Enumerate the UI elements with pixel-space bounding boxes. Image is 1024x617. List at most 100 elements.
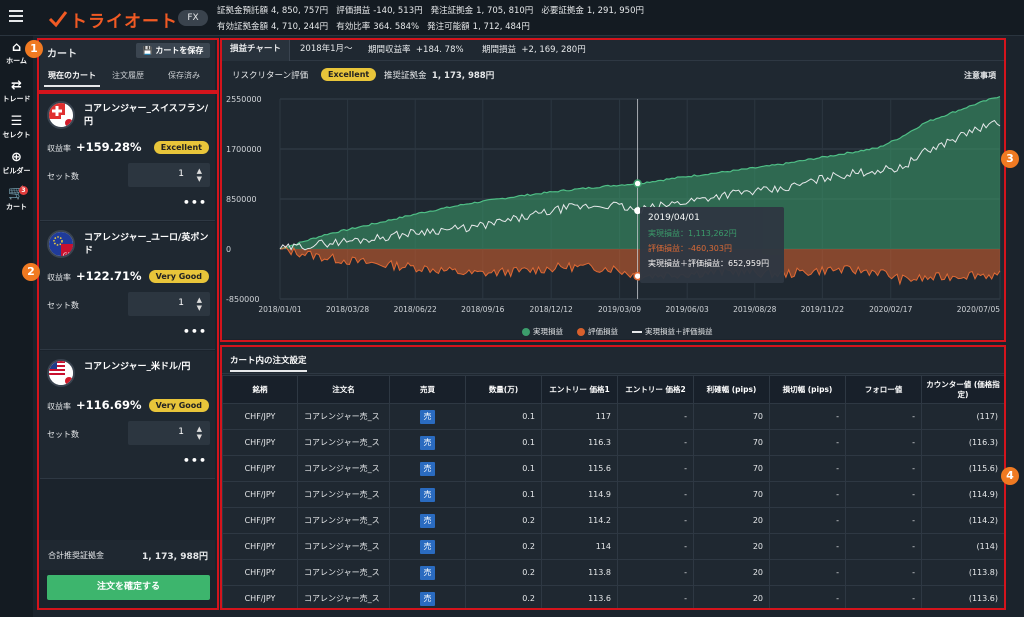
strategy-name[interactable]: コアレンジャー_スイスフラン/円 xyxy=(84,104,209,127)
table-cell: - xyxy=(845,559,922,586)
period-return: 期間収益率 +184. 78% xyxy=(368,45,464,55)
eur-gbp-flag-icon: GBP xyxy=(47,230,75,258)
tab-pnl-chart[interactable]: 損益チャート xyxy=(222,39,290,61)
tab-order-history[interactable]: 注文履歴 xyxy=(112,71,144,80)
x-tick-label: 2019/11/22 xyxy=(801,305,844,314)
legend-unrealized[interactable]: 評価損益 xyxy=(577,326,618,337)
nav-trade[interactable]: ⇄ トレード xyxy=(0,78,33,104)
legend-realized[interactable]: 実現損益 xyxy=(522,326,563,337)
set-count-stepper[interactable]: 1 ▲ ▼ xyxy=(128,421,210,445)
nav-home[interactable]: ⌂ ホーム xyxy=(0,40,33,66)
table-cell: 20 xyxy=(693,559,770,586)
table-row[interactable]: CHF/JPY コアレンジャー売_ス売 0.2 113.8-20- - (113.8) xyxy=(222,559,1004,586)
table-cell: CHF/JPY xyxy=(222,429,298,456)
table-row[interactable]: CHF/JPY コアレンジャー売_ス売 0.2 114.2-20- - (114.2) xyxy=(222,507,1004,534)
home-icon: ⌂ xyxy=(11,40,22,55)
more-options-icon[interactable]: ••• xyxy=(182,454,207,467)
strategy-card[interactable]: コアレンジャー_スイスフラン/円 収益率 +159.28% Excellent … xyxy=(40,93,215,221)
stepper-arrows-icon[interactable]: ▲ ▼ xyxy=(196,167,202,183)
table-row[interactable]: CHF/JPY コアレンジャー売_ス売 0.2 114-20- - (114) xyxy=(222,533,1004,560)
column-header: エントリー 価格1 xyxy=(541,375,618,404)
table-cell: 70 xyxy=(693,429,770,456)
table-cell: - xyxy=(769,403,846,430)
table-cell: コアレンジャー売_ス xyxy=(297,585,390,608)
nav-label: カート xyxy=(6,203,27,211)
set-count-stepper[interactable]: 1 ▲ ▼ xyxy=(128,163,210,187)
sell-badge: 売 xyxy=(420,435,435,450)
set-count-value: 1 xyxy=(178,427,184,437)
table-cell: CHF/JPY xyxy=(222,559,298,586)
table-cell: 113.8 xyxy=(541,559,618,586)
table-row[interactable]: CHF/JPY コアレンジャー売_ス売 0.1 114.9-70- - (114.9) xyxy=(222,481,1004,508)
select-icon: ☰ xyxy=(10,114,23,129)
period-selector[interactable]: 2018年1月～ xyxy=(300,44,353,54)
stepper-arrows-icon[interactable]: ▲ ▼ xyxy=(196,296,202,312)
orders-title[interactable]: カート内の注文設定 xyxy=(230,354,307,372)
cart-count-badge: 3 xyxy=(19,186,28,195)
top-bar: トライオート FX 証拠金預託額 4, 850, 757円 評価損益 -140, 5… xyxy=(0,0,1024,36)
table-cell: - xyxy=(769,533,846,560)
table-row[interactable]: CHF/JPY コアレンジャー売_ス売 0.1 117-70- - (117) xyxy=(222,403,1004,430)
hamburger-menu-icon[interactable] xyxy=(9,10,23,22)
annotation-number: 3 xyxy=(1001,150,1019,168)
tab-current-cart[interactable]: 現在のカート xyxy=(44,67,100,87)
tooltip-realized: 実現損益：1,113,262円 xyxy=(648,229,737,238)
risk-label: リスクリターン評価 xyxy=(232,71,309,81)
table-cell: (113.6) xyxy=(921,585,1004,608)
account-item: 評価損益 -140, 513円 xyxy=(336,6,423,16)
y-tick-label: 0 xyxy=(226,245,231,254)
column-header: 損切幅 (pips) xyxy=(769,375,846,404)
table-cell: - xyxy=(617,585,694,608)
nav-select[interactable]: ☰ セレクト xyxy=(0,114,33,140)
column-header: フォロー値 xyxy=(845,375,922,404)
table-cell: 20 xyxy=(693,507,770,534)
column-header: 利確幅 (pips) xyxy=(693,375,770,404)
rating-badge: Excellent xyxy=(153,141,209,154)
column-header: 注文名 xyxy=(297,375,390,404)
notice-link[interactable]: 注意事項 xyxy=(964,71,996,80)
set-count-stepper[interactable]: 1 ▲ ▼ xyxy=(128,292,210,316)
more-options-icon[interactable]: ••• xyxy=(182,325,207,338)
nav-cart[interactable]: 🛒 3 カート xyxy=(0,186,33,212)
table-cell: (114.2) xyxy=(921,507,1004,534)
sell-badge: 売 xyxy=(420,565,435,580)
legend-total[interactable]: 実現損益＋評価損益 xyxy=(632,326,713,337)
table-cell: 売 xyxy=(389,533,466,560)
table-cell: 0.2 xyxy=(465,507,542,534)
table-cell: CHF/JPY xyxy=(222,403,298,430)
table-cell: - xyxy=(769,481,846,508)
confirm-order-button[interactable]: 注文を確定する xyxy=(47,575,210,600)
total-margin-label: 合計推奨証拠金 xyxy=(48,551,104,560)
chart-legend: 実現損益 評価損益 実現損益＋評価損益 xyxy=(522,326,713,337)
stepper-arrows-icon[interactable]: ▲ ▼ xyxy=(196,425,202,441)
table-cell: コアレンジャー売_ス xyxy=(297,507,390,534)
sell-badge: 売 xyxy=(420,461,435,476)
tab-saved[interactable]: 保存済み xyxy=(168,71,200,80)
table-row[interactable]: CHF/JPY コアレンジャー売_ス売 0.2 113.6-20- - (113.6) xyxy=(222,585,1004,608)
return-label: 収益率 xyxy=(47,144,71,153)
save-cart-button[interactable]: 💾 カートを保存 xyxy=(136,43,210,58)
account-summary-row2: 有効証拠金額 4, 710, 244円 有効比率 364. 584% 発注可能額 1,… xyxy=(217,20,530,32)
product-badge[interactable]: FX xyxy=(178,10,208,26)
table-cell: 売 xyxy=(389,507,466,534)
table-cell: 115.6 xyxy=(541,455,618,482)
table-cell: 20 xyxy=(693,585,770,608)
table-row[interactable]: CHF/JPY コアレンジャー売_ス売 0.1 115.6-70- - (115.6) xyxy=(222,455,1004,482)
save-icon: 💾 xyxy=(142,46,156,55)
strategy-name[interactable]: コアレンジャー_米ドル/円 xyxy=(84,362,191,372)
more-options-icon[interactable]: ••• xyxy=(182,196,207,209)
table-cell: コアレンジャー売_ス xyxy=(297,403,390,430)
strategy-name[interactable]: コアレンジャー_ユーロ/英ポンド xyxy=(84,233,209,256)
table-cell: - xyxy=(769,429,846,456)
table-cell: 114.9 xyxy=(541,481,618,508)
table-row[interactable]: CHF/JPY コアレンジャー売_ス売 0.1 116.3-70- - (116.3) xyxy=(222,429,1004,456)
strategy-card[interactable]: GBP コアレンジャー_ユーロ/英ポンド 収益率 +122.71% Very G… xyxy=(40,222,215,350)
strategy-card[interactable]: コアレンジャー_米ドル/円 収益率 +116.69% Very Good セット… xyxy=(40,351,215,479)
x-tick-label: 2019/06/03 xyxy=(666,305,709,314)
app-logo[interactable]: トライオート xyxy=(48,7,178,32)
nav-builder[interactable]: ⊕ ビルダー xyxy=(0,150,33,176)
sell-badge: 売 xyxy=(420,539,435,554)
x-tick-label: 2019/08/28 xyxy=(733,305,776,314)
y-tick-label: 850000 xyxy=(226,195,257,204)
